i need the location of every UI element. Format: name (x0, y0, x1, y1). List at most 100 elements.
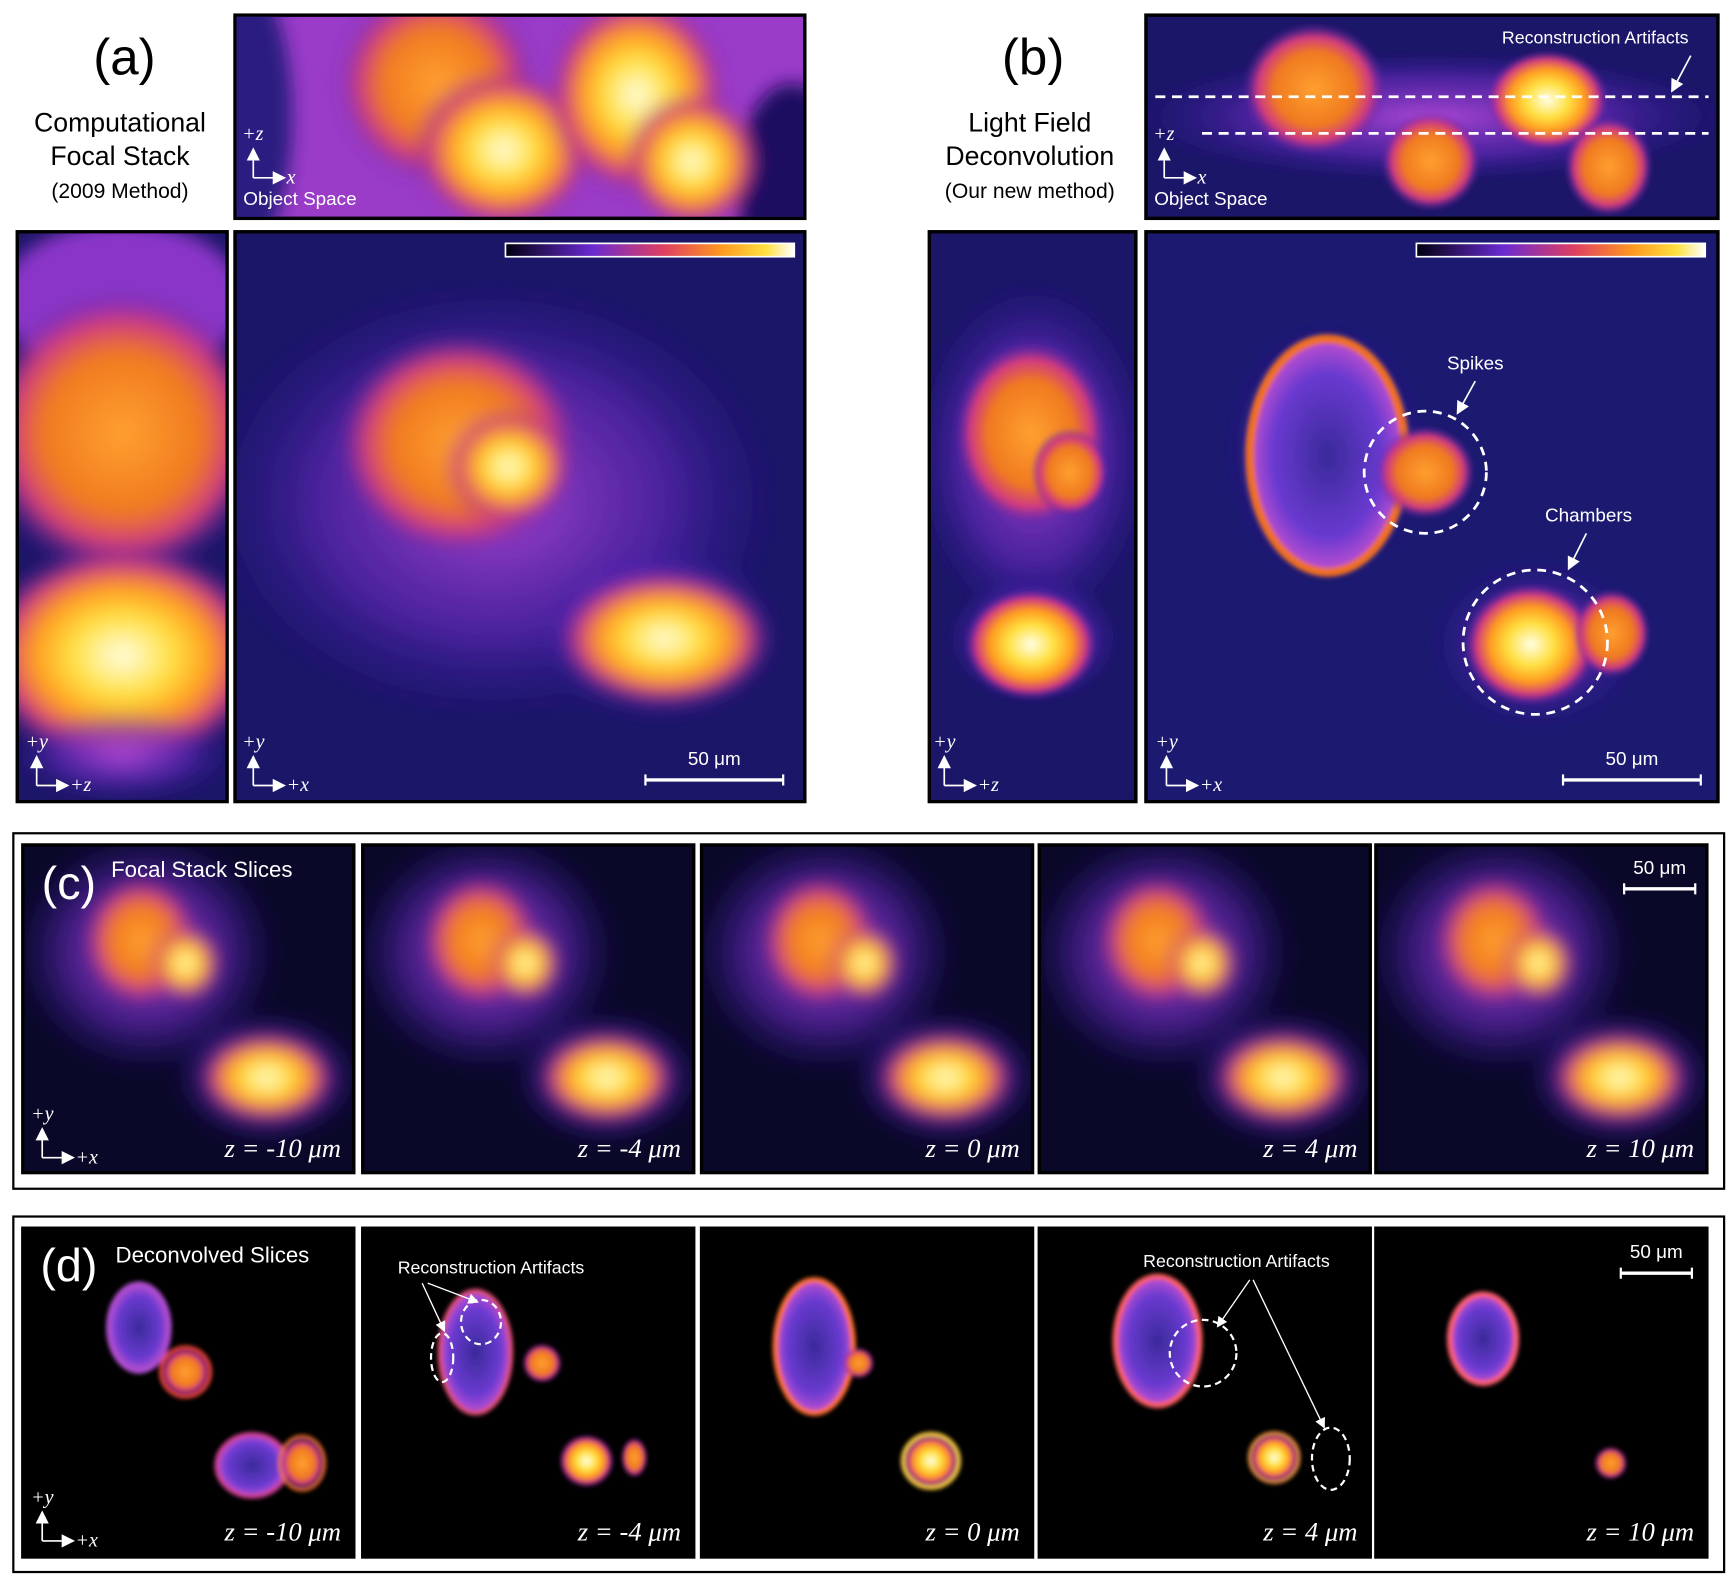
blob (1216, 1033, 1350, 1123)
blob (106, 1281, 172, 1374)
blob (1464, 583, 1598, 706)
blob (437, 1288, 514, 1416)
blob (558, 572, 770, 706)
image-content (24, 846, 353, 1145)
panel-label: (d) (40, 1239, 97, 1291)
blob (558, 1434, 615, 1488)
image-bg (1040, 1229, 1369, 1556)
annotation-circle (429, 1332, 455, 1384)
panel-label: (c) (42, 857, 96, 909)
blob (18, 711, 226, 800)
blob (1380, 111, 1481, 212)
annotation-circle (1310, 1426, 1351, 1491)
blob (1112, 1273, 1203, 1409)
panel-label: (a) (93, 29, 155, 86)
panel-title: (Our new method) (945, 180, 1115, 203)
image-content (1219, 316, 1651, 734)
slice-label: z = -10 μm (224, 1133, 342, 1163)
image-content (437, 1288, 648, 1488)
annotation-circle (459, 1298, 503, 1346)
image-content (106, 1281, 327, 1499)
slice-label: z = 10 μm (1585, 1133, 1694, 1163)
blob (199, 1033, 334, 1123)
axis-label: +y (26, 731, 48, 753)
image-content (1446, 1291, 1628, 1480)
axis-label: +z (978, 774, 999, 796)
slice-label: z = -10 μm (224, 1516, 342, 1546)
image (1377, 1229, 1706, 1556)
blob (878, 1033, 1013, 1123)
axis-label: +x (287, 774, 309, 796)
panel-title: (2009 Method) (51, 180, 188, 203)
image (930, 233, 1135, 800)
blob (278, 1434, 327, 1492)
blob (772, 1277, 856, 1416)
blob (900, 1432, 961, 1490)
blob (1594, 1446, 1628, 1480)
annotation-arrow (1252, 1279, 1325, 1429)
blob (1375, 425, 1476, 519)
scale-bar-label: 50 μm (1605, 749, 1658, 770)
annotation-circle (1168, 1318, 1238, 1388)
image-content (703, 846, 1031, 1145)
axis-label: x (286, 167, 296, 189)
image (364, 1229, 693, 1556)
blob (830, 927, 898, 999)
image (1040, 846, 1369, 1171)
colorbar (1415, 242, 1707, 258)
image-content (1147, 22, 1717, 217)
axis-label: +y (31, 1103, 53, 1125)
axis-label: +x (76, 1530, 98, 1552)
annotation: Reconstruction Artifacts (398, 1257, 585, 1277)
blob (1486, 50, 1609, 151)
blob (964, 588, 1098, 700)
slice-label: z = 4 μm (1262, 1133, 1357, 1163)
blob (1168, 927, 1236, 999)
image-content (236, 16, 804, 217)
image-content (18, 233, 226, 800)
slice-label: z = -4 μm (577, 1133, 681, 1163)
annotation-circle (1461, 568, 1609, 716)
image (24, 846, 353, 1171)
annotation: Chambers (1545, 506, 1632, 527)
blob (1030, 427, 1109, 517)
scale-bar-label: 50 μm (1633, 858, 1686, 879)
blob (625, 94, 759, 217)
axis-label: +z (242, 123, 263, 145)
blob (152, 927, 219, 999)
annotation: Reconstruction Artifacts (1502, 28, 1689, 48)
axis-label: +z (70, 774, 91, 796)
blob (620, 1437, 648, 1478)
axis-label: +z (1153, 123, 1174, 145)
image (24, 1229, 353, 1556)
annotation-arrow (1456, 380, 1477, 415)
annotation: Spikes (1447, 353, 1504, 374)
annotation-arrow (1216, 1279, 1251, 1328)
panel-title: Focal Stack (50, 141, 190, 171)
image (236, 16, 804, 217)
slice-label: z = -4 μm (577, 1516, 681, 1546)
blob (1446, 1291, 1520, 1386)
blob (214, 1432, 290, 1499)
blob (1553, 1033, 1687, 1123)
image (1040, 1229, 1369, 1556)
image-content (1040, 846, 1369, 1145)
scale-bar-label: 50 μm (688, 749, 741, 770)
annotation-circle (1362, 409, 1488, 535)
panel-label: (b) (1002, 29, 1064, 86)
panel-title: Deconvolution (945, 141, 1114, 171)
axis-label: +x (1200, 774, 1222, 796)
panel-title: Light Field (968, 108, 1091, 138)
object-space-label: Object Space (1154, 189, 1267, 210)
annotation-arrow (1671, 55, 1692, 93)
image-content (364, 846, 693, 1145)
colorbar (504, 242, 796, 258)
axis-label: +y (242, 731, 264, 753)
image-content (930, 277, 1135, 706)
blob (18, 288, 226, 578)
panel-c-frame (12, 832, 1726, 1190)
scale-bar-label: 50 μm (1630, 1242, 1683, 1263)
blob (1564, 116, 1654, 217)
